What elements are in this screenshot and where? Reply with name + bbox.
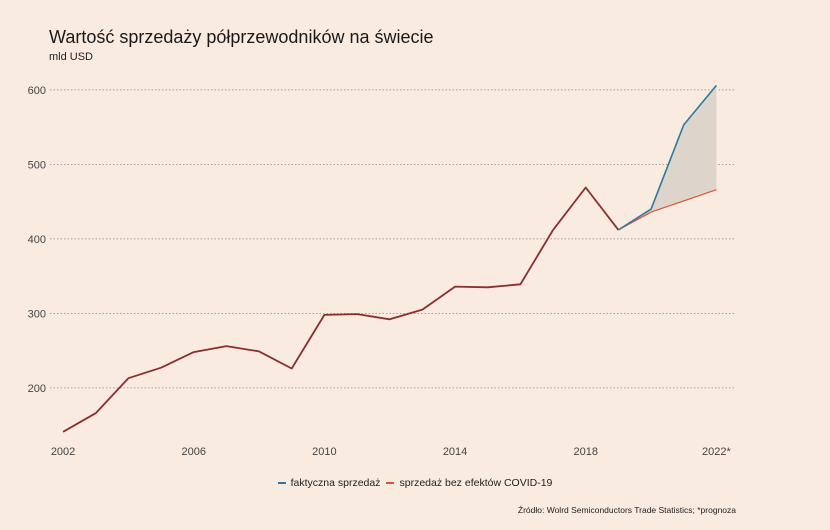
x-tick-label-2002: 2002 [51,446,75,458]
x-tick-label-2010: 2010 [312,446,336,458]
chart-title: Wartość sprzedaży półprzewodników na świ… [49,27,434,47]
legend-item-actual: faktyczna sprzedaż [277,477,381,489]
series-lines [62,84,718,433]
legend-label-actual: faktyczna sprzedaż [290,477,381,489]
legend: faktyczna sprzedaż sprzedaż bez efektów … [0,477,830,489]
line-chart: 200 300 400 500 600 2002 2006 2010 2014 2018 2022… [28,84,736,458]
y-tick-label-300: 300 [28,308,46,320]
covid-difference-band [618,85,717,230]
source-note: Źródło: Wolrd Semiconductors Trade Stati… [517,505,736,515]
legend-key-actual [277,482,286,484]
y-tick-label-600: 600 [28,85,46,97]
legend-key-no-covid [386,482,395,484]
y-axis-ticks: 200 300 400 500 600 [28,85,46,395]
y-tick-label-400: 400 [28,234,46,246]
x-tick-label-2006: 2006 [181,446,205,458]
difference-area [618,85,717,230]
x-tick-label-2022: 2022* [702,446,731,458]
x-axis-ticks: 2002 2006 2010 2014 2018 2022* [51,446,732,458]
legend-label-no-covid: sprzedaż bez efektów COVID-19 [399,477,553,489]
legend-item-no-covid: sprzedaż bez efektów COVID-19 [386,477,552,489]
y-tick-label-200: 200 [28,383,46,395]
x-tick-label-2018: 2018 [573,446,597,458]
series-line-actual [617,84,718,231]
series-line-historical [62,186,620,433]
chart-subtitle: mld USD [49,51,94,63]
y-tick-label-500: 500 [28,159,46,171]
grid-lines [50,89,736,389]
series-line-no-covid [618,189,717,231]
x-tick-label-2014: 2014 [443,446,467,458]
